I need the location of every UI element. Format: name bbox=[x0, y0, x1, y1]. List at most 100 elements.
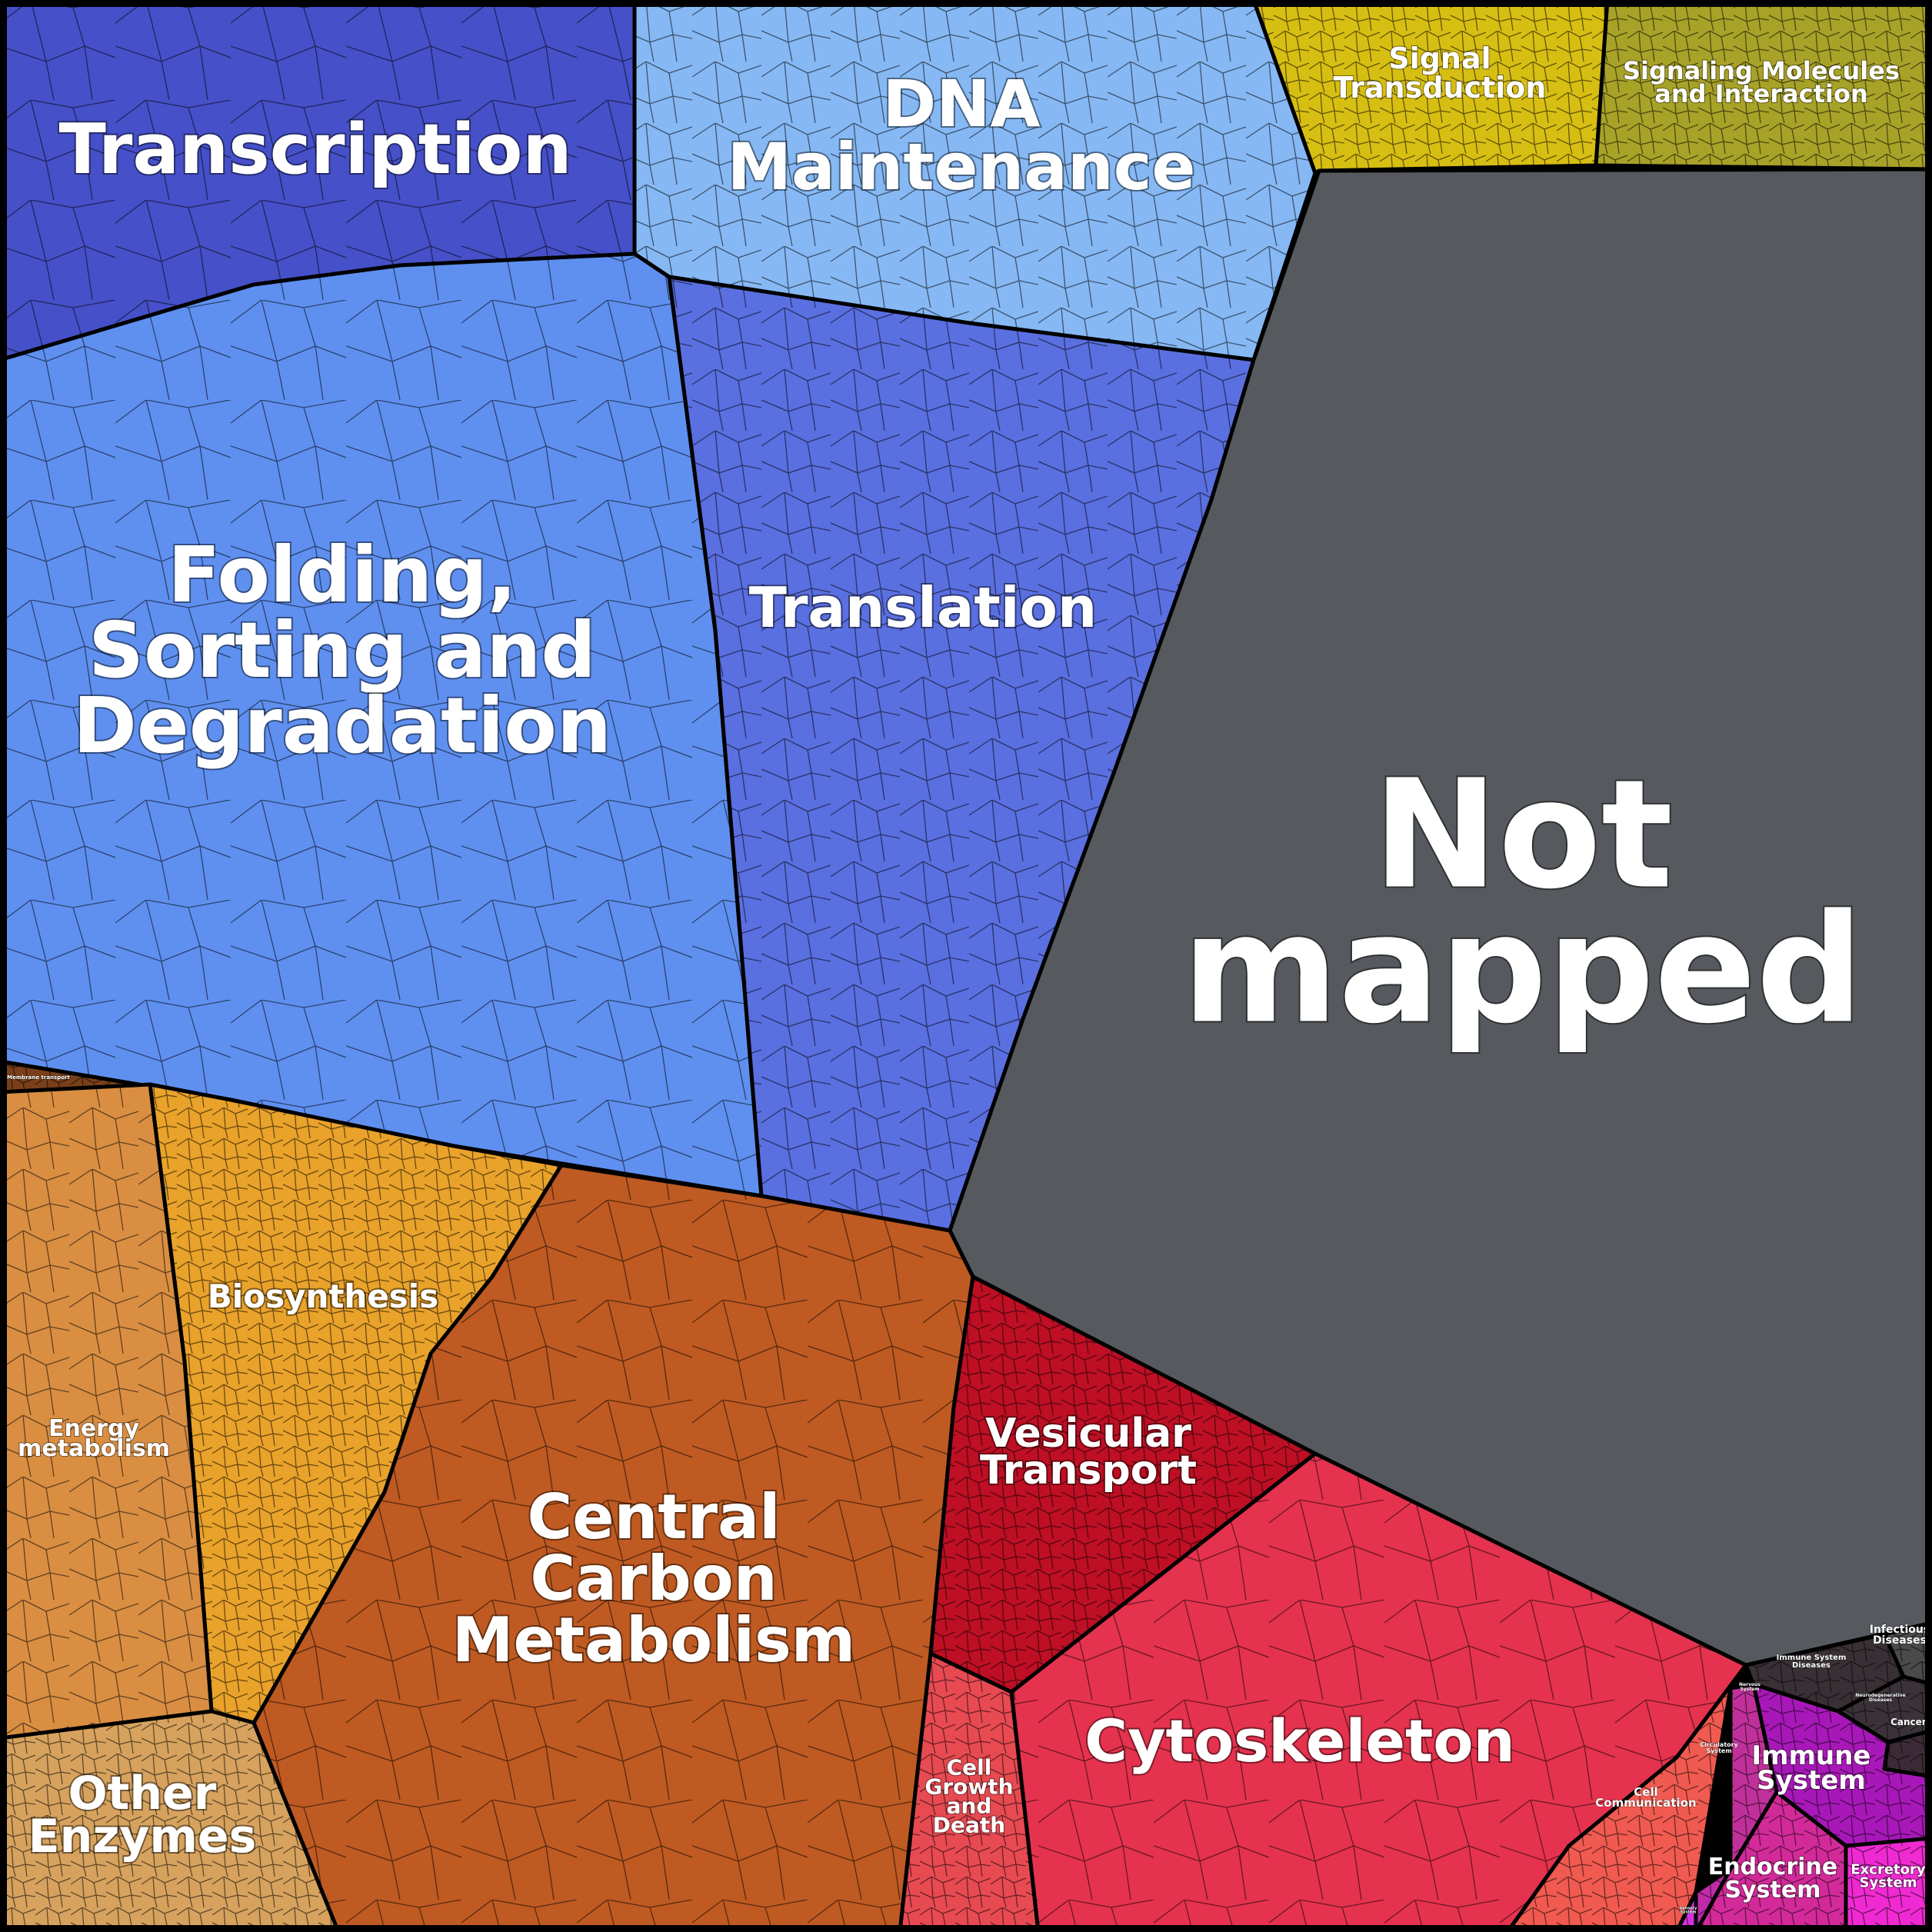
label-not-mapped: Not mapped bbox=[1182, 748, 1864, 1057]
label-vesicular: Vesicular Transport bbox=[980, 1411, 1197, 1494]
region-border bbox=[898, 1651, 1041, 1932]
label-endocrine: Endocrine System bbox=[1708, 1854, 1838, 1904]
label-line: metabolism bbox=[18, 1435, 170, 1462]
label-line: Growth bbox=[924, 1774, 1013, 1800]
label-line: Folding, bbox=[168, 530, 517, 620]
label-line: System bbox=[1860, 1875, 1917, 1891]
label-line: Diseases bbox=[1792, 1661, 1830, 1670]
label-line: Immune bbox=[1752, 1740, 1871, 1771]
label-signal: Signal Transduction bbox=[1334, 42, 1547, 105]
label-folding: Folding, Sorting and Degradation bbox=[73, 530, 611, 771]
label-line: System bbox=[1725, 1877, 1821, 1904]
label-line: Immune System bbox=[1777, 1654, 1847, 1662]
label-line: Metabolism bbox=[452, 1604, 855, 1676]
label-line: DNA bbox=[882, 66, 1040, 142]
label-line: Neurodegenerative bbox=[1855, 1693, 1905, 1698]
region-cell-texture bbox=[1011, 1454, 1746, 1932]
region-cell-growth[interactable] bbox=[898, 1651, 1041, 1932]
label-line: Membrane transport bbox=[7, 1074, 70, 1081]
label-line: Energy bbox=[48, 1415, 139, 1442]
region-cell-texture bbox=[931, 1277, 1315, 1692]
region-border bbox=[0, 1709, 341, 1932]
region-cell-texture bbox=[900, 1654, 1038, 1932]
region-translation[interactable] bbox=[667, 275, 1256, 1233]
label-line: Maintenance bbox=[727, 129, 1195, 205]
region-excretory[interactable] bbox=[1844, 1836, 1932, 1932]
label-cell-growth: Cell Growth and Death bbox=[924, 1755, 1013, 1838]
region-cell-texture bbox=[0, 254, 761, 1196]
region-circulatory[interactable] bbox=[1728, 1682, 1779, 1871]
region-cell-texture bbox=[1730, 1684, 1777, 1869]
region-border bbox=[0, 1082, 214, 1740]
label-excretory: Excretory System bbox=[1850, 1862, 1926, 1891]
label-line: Nervous bbox=[1739, 1682, 1760, 1687]
region-border bbox=[251, 1163, 975, 1932]
region-cell-texture bbox=[1846, 1838, 1932, 1932]
region-cell-texture bbox=[0, 1084, 212, 1738]
region-energy[interactable] bbox=[0, 1082, 214, 1740]
label-line: System bbox=[1757, 1765, 1866, 1796]
region-border bbox=[1505, 1663, 1748, 1932]
label-signaling-molecules: Signaling Molecules and Interaction bbox=[1623, 56, 1900, 108]
region-biosynthesis[interactable] bbox=[148, 1082, 564, 1725]
label-energy: Energy metabolism bbox=[18, 1415, 170, 1462]
label-line: Diseases bbox=[1869, 1697, 1892, 1703]
region-signaling-molecules[interactable] bbox=[1594, 0, 1932, 172]
region-border bbox=[1251, 0, 1610, 175]
label-immune-dis: Immune System Diseases bbox=[1777, 1654, 1847, 1670]
region-fill bbox=[950, 169, 1932, 1665]
region-cell-texture bbox=[254, 1165, 973, 1932]
label-sensory: Sensory System bbox=[1680, 1907, 1697, 1915]
region-cell-texture bbox=[0, 1711, 338, 1932]
region-signal[interactable] bbox=[1251, 0, 1610, 175]
label-other-enzymes: Other Enzymes bbox=[28, 1767, 257, 1864]
label-line: Central bbox=[527, 1481, 780, 1553]
label-line: Death bbox=[933, 1813, 1005, 1838]
region-sensory[interactable] bbox=[1674, 1890, 1698, 1932]
label-line: Signal bbox=[1388, 42, 1491, 75]
region-immune[interactable] bbox=[1751, 1682, 1932, 1848]
label-line: and bbox=[947, 1794, 992, 1819]
label-line: Other bbox=[68, 1767, 217, 1820]
region-cell-texture bbox=[1696, 1792, 1846, 1932]
label-line: Cell bbox=[1634, 1785, 1657, 1799]
label-transcription: Transcription bbox=[58, 109, 571, 190]
label-line: Cell bbox=[947, 1755, 992, 1780]
region-cancers[interactable] bbox=[1882, 1728, 1932, 1779]
label-biosynthesis: Biosynthesis bbox=[208, 1277, 438, 1315]
label-line: Sensory bbox=[1680, 1907, 1697, 1911]
region-border bbox=[1844, 1836, 1932, 1932]
label-line: Vesicular bbox=[985, 1411, 1191, 1457]
label-line: Translation bbox=[749, 575, 1098, 640]
label-nervous: Nervous System bbox=[1739, 1682, 1760, 1692]
label-line: Enzymes bbox=[28, 1810, 257, 1864]
label-line: Cytoskeleton bbox=[1084, 1707, 1514, 1775]
label-line: and Interaction bbox=[1654, 79, 1867, 108]
region-border bbox=[1594, 0, 1932, 172]
label-line: Cancers bbox=[1890, 1717, 1932, 1727]
label-line: System bbox=[1681, 1910, 1697, 1915]
region-cell-texture bbox=[1746, 1634, 1904, 1711]
region-central[interactable] bbox=[251, 1163, 975, 1932]
label-line: Not bbox=[1373, 748, 1673, 922]
label-line: Communication bbox=[1595, 1796, 1696, 1810]
label-line: Diseases bbox=[1873, 1634, 1927, 1647]
label-line: Circulatory bbox=[1700, 1741, 1738, 1748]
label-translation: Translation bbox=[749, 575, 1098, 640]
label-line: Biosynthesis bbox=[208, 1277, 438, 1315]
region-dna[interactable] bbox=[632, 0, 1317, 362]
region-cell-texture bbox=[1596, 0, 1932, 169]
label-line: System bbox=[1740, 1687, 1760, 1692]
region-cell-texture bbox=[635, 0, 1315, 360]
label-line: Transduction bbox=[1334, 71, 1547, 105]
label-line: Degradation bbox=[73, 681, 611, 771]
region-cell-texture bbox=[150, 1084, 561, 1723]
region-other-enzymes[interactable] bbox=[0, 1709, 341, 1932]
label-neuro: Neurodegenerative Diseases bbox=[1855, 1693, 1905, 1703]
region-cell-texture bbox=[1884, 1730, 1932, 1777]
region-cell-comm[interactable] bbox=[1505, 1663, 1748, 1932]
region-folding[interactable] bbox=[0, 251, 764, 1198]
label-cancers: Cancers bbox=[1890, 1717, 1932, 1727]
